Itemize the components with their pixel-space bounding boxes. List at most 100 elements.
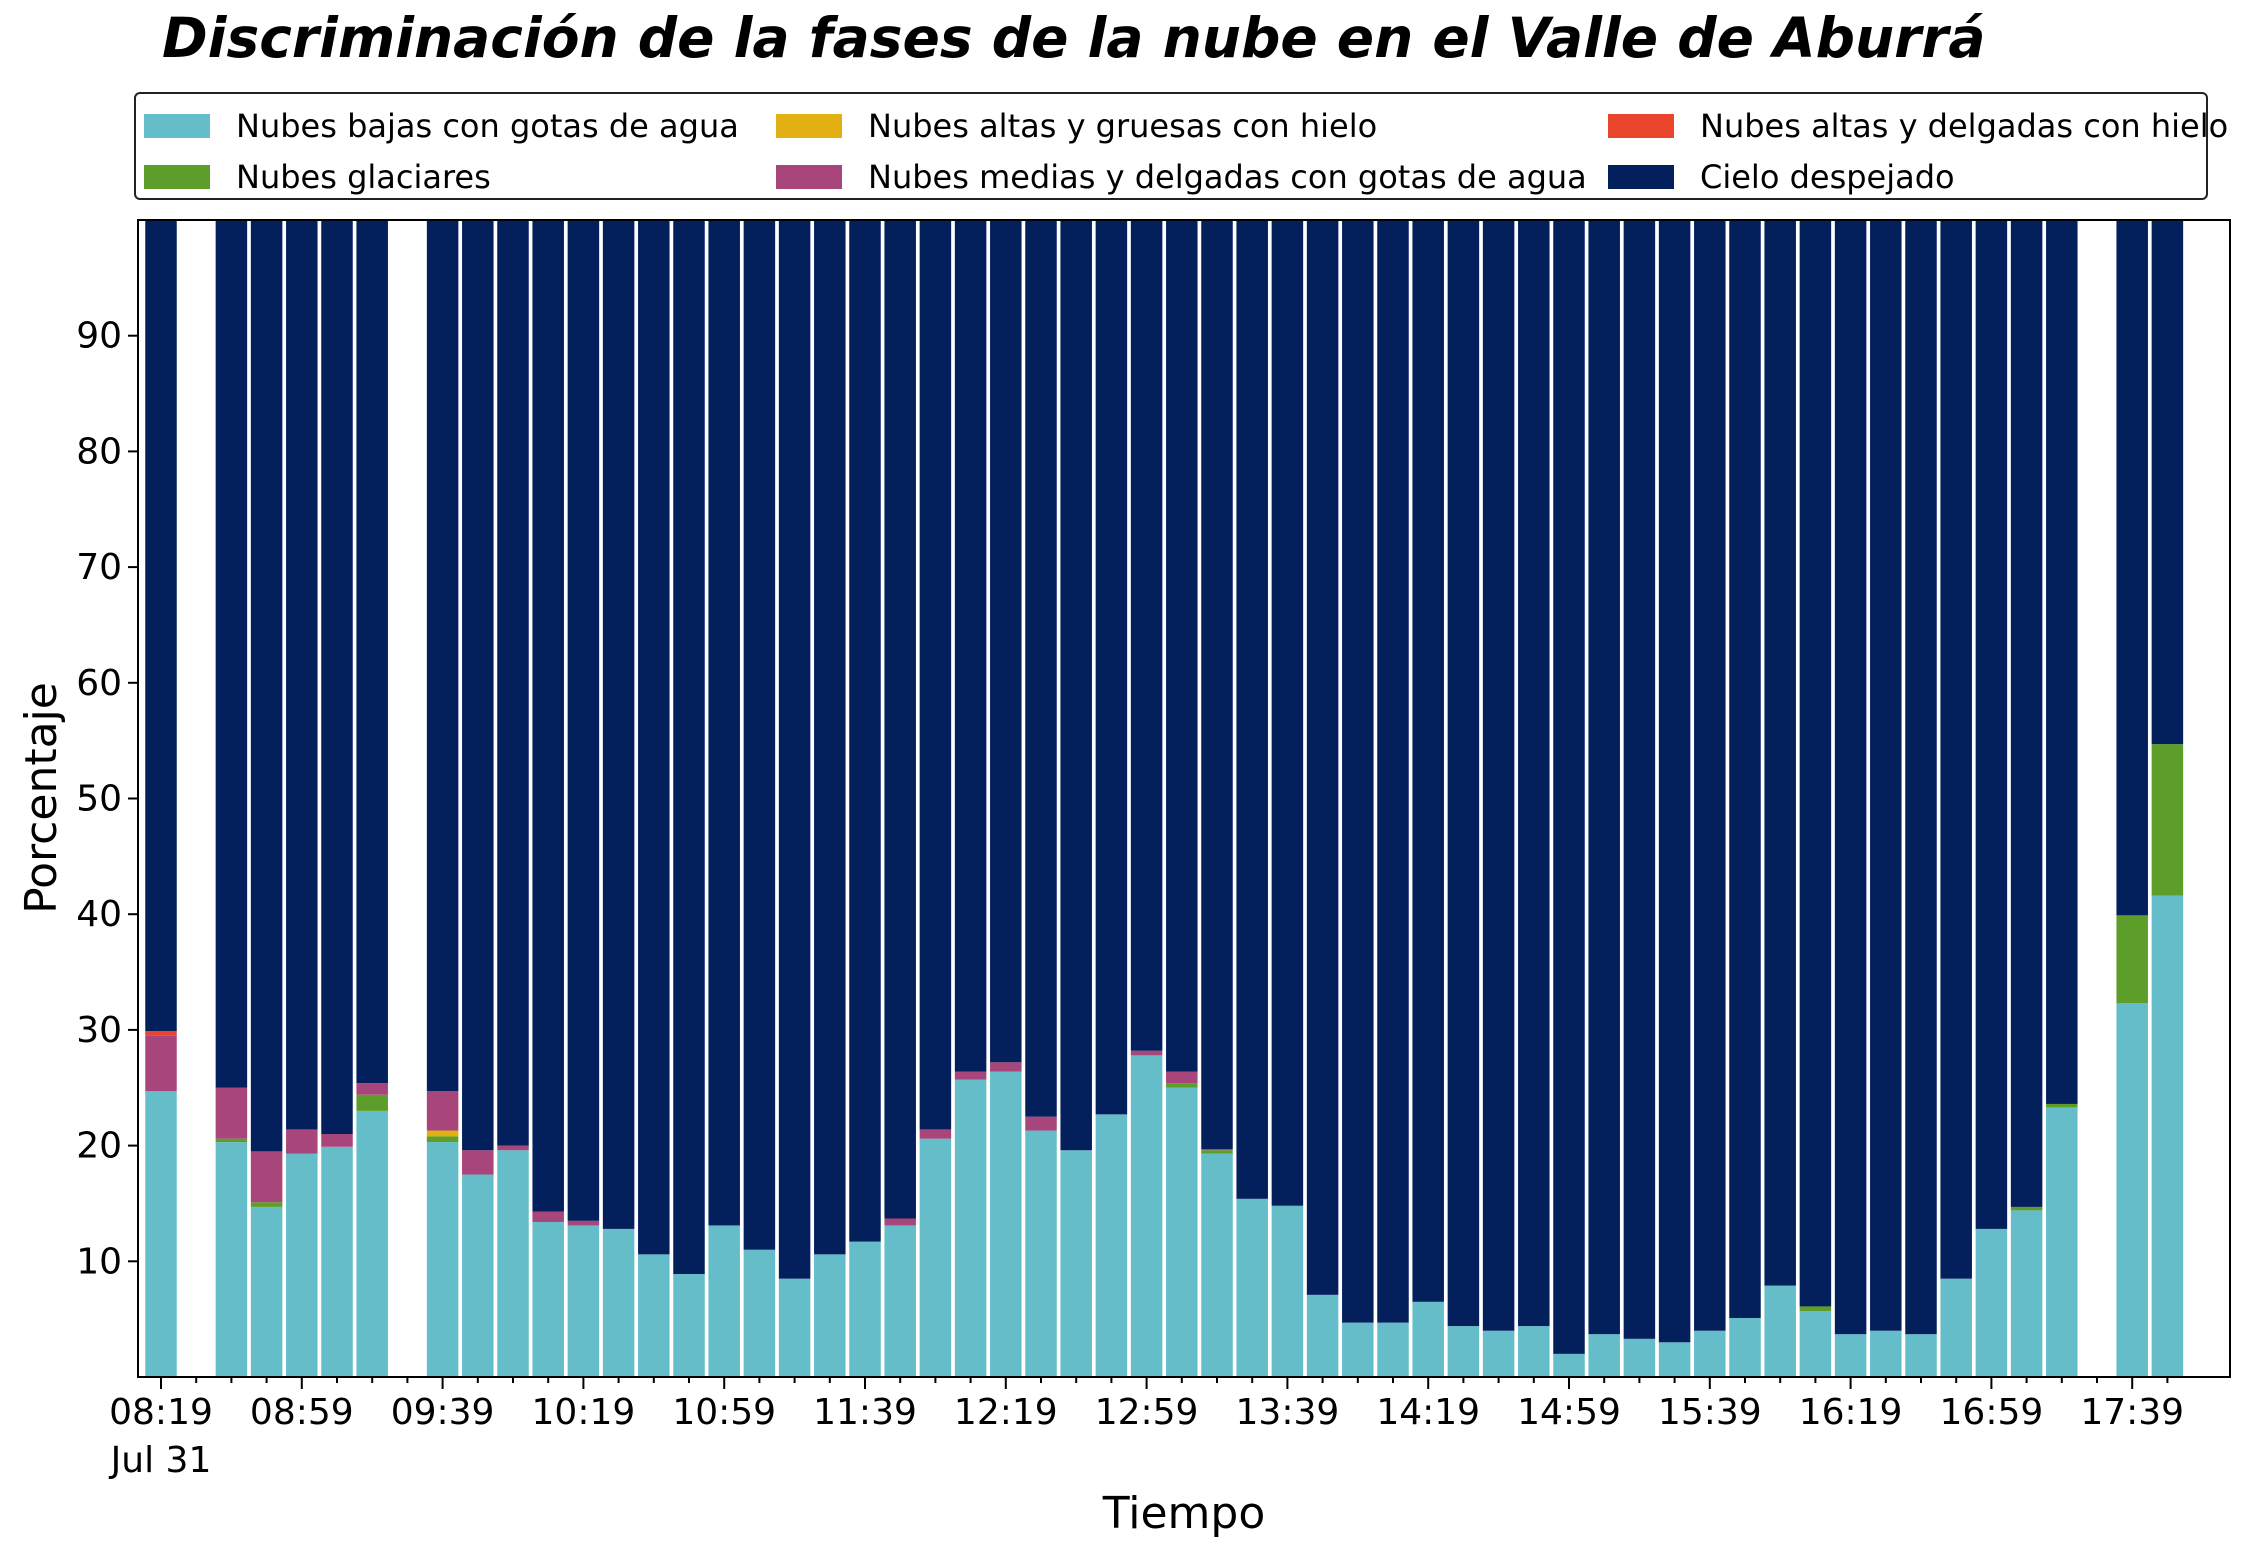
bar-segment [1729, 220, 1761, 1318]
bar-segment [532, 220, 564, 1212]
bar-segment [778, 1278, 811, 1377]
bar-segment [743, 220, 776, 1250]
bar-segment [532, 1221, 564, 1377]
bar-segment [884, 220, 916, 1219]
bar-segment [1201, 1149, 1233, 1151]
bar-segment [426, 1130, 459, 1137]
bar-segment [356, 1110, 388, 1377]
legend-label: Nubes bajas con gotas de agua [236, 107, 739, 145]
y-axis: 10 20 30 40 50 60 70 80 90 [76, 316, 138, 1282]
legend-label: Nubes medias y delgadas con gotas de agu… [868, 158, 1587, 196]
bar-segment [215, 1138, 248, 1143]
bar-segment [2010, 1210, 2043, 1377]
bar-segment [1447, 220, 1480, 1327]
bar-segment [1834, 1334, 1867, 1377]
bar-segment [849, 1241, 881, 1377]
bar-segment [919, 1129, 952, 1139]
bar-segment [497, 1150, 529, 1377]
legend-label: Nubes glaciares [236, 158, 491, 196]
legend-item: Nubes medias y delgadas con gotas de agu… [776, 157, 1587, 197]
legend-swatch [776, 114, 842, 138]
bar-segment [1588, 220, 1620, 1335]
bar-segment [849, 220, 881, 1242]
bar-segment [321, 1146, 353, 1377]
bar-segment [462, 1174, 494, 1377]
bar-segment [1658, 1342, 1691, 1377]
bar-segment [2116, 915, 2148, 1004]
bar-segment [1025, 220, 1057, 1117]
bar-segment [286, 1129, 318, 1154]
bar-segment [638, 1254, 670, 1377]
chart-title: Discriminación de la fases de la nube en… [162, 6, 1986, 70]
bar-segment [954, 1071, 987, 1080]
bar-segment [1870, 1330, 1902, 1377]
x-tick-label: 12:19 [954, 1392, 1058, 1433]
y-tick-label: 20 [76, 1126, 122, 1167]
bar-segment [1447, 1326, 1480, 1377]
bar-segment [1658, 220, 1691, 1343]
bar-segment [1236, 1198, 1268, 1377]
bar-segment [1342, 1322, 1374, 1377]
bar-segment [356, 1083, 388, 1095]
bar-segment [1905, 220, 1937, 1335]
bar-segment [1025, 1116, 1057, 1131]
bar-segment [884, 1225, 916, 1377]
bar-segment [708, 1225, 740, 1377]
bar-segment [1130, 1050, 1163, 1056]
bar-segment [1095, 1114, 1128, 1377]
y-axis-label: Porcentaje [16, 682, 67, 914]
bar-segment [145, 1091, 177, 1377]
x-tick-label: 15:39 [1658, 1392, 1762, 1433]
bar-segment [2010, 1206, 2043, 1211]
bar-segment [1377, 220, 1409, 1323]
y-tick-label: 10 [76, 1241, 122, 1282]
bar-segment [743, 1249, 776, 1377]
bar-segment [708, 220, 740, 1226]
bar-segment [1623, 1338, 1656, 1377]
x-tick-label: 08:59 [250, 1392, 354, 1433]
bar-segment [778, 220, 811, 1279]
legend-swatch [144, 165, 210, 189]
bar-segment [1799, 1306, 1832, 1312]
bar-segment [1166, 1071, 1198, 1084]
legend-item: Nubes altas y gruesas con hielo [776, 106, 1377, 146]
legend-item: Nubes altas y delgadas con hielo [1608, 106, 2228, 146]
bar-segment [673, 1274, 705, 1377]
y-tick-label: 60 [76, 663, 122, 704]
legend-label: Nubes altas y delgadas con hielo [1700, 107, 2229, 145]
x-tick-label: 10:19 [532, 1392, 636, 1433]
bar-segment [990, 1071, 1022, 1377]
bar-segment [1201, 1153, 1233, 1377]
x-axis-label: Tiempo [1102, 1488, 1266, 1539]
bar-segment [1130, 220, 1163, 1051]
bar-segment [990, 220, 1022, 1063]
bar-segment [954, 220, 987, 1072]
legend-swatch [1608, 165, 1674, 189]
bar-segment [2151, 220, 2184, 745]
bar-segment [1236, 220, 1268, 1199]
bar-segment [954, 1079, 987, 1377]
bar-segment [1166, 1087, 1198, 1377]
bar-segment [1412, 1301, 1444, 1377]
x-tick-label: 13:39 [1236, 1392, 1340, 1433]
bar-segment [321, 220, 353, 1135]
legend-item: Nubes bajas con gotas de agua [144, 106, 739, 146]
bar-segment [1764, 1285, 1796, 1377]
bar-segment [1553, 220, 1585, 1354]
bar-segment [2046, 1107, 2078, 1377]
bar-segment [1166, 220, 1198, 1072]
bar-segment [321, 1134, 353, 1147]
bar-segment [1412, 220, 1444, 1302]
bar-segment [215, 1142, 248, 1377]
legend-label: Cielo despejado [1700, 158, 1955, 196]
bar-segment [1130, 1055, 1163, 1377]
bar-segment [1553, 1353, 1585, 1377]
legend-swatch [1608, 114, 1674, 138]
bar-segment [1588, 1334, 1620, 1377]
bar-segment [532, 1211, 564, 1222]
bar-segment [250, 1202, 283, 1207]
x-tick-label: 08:19 [109, 1392, 213, 1433]
bars-layer [145, 220, 2184, 1377]
bar-segment [919, 220, 952, 1130]
